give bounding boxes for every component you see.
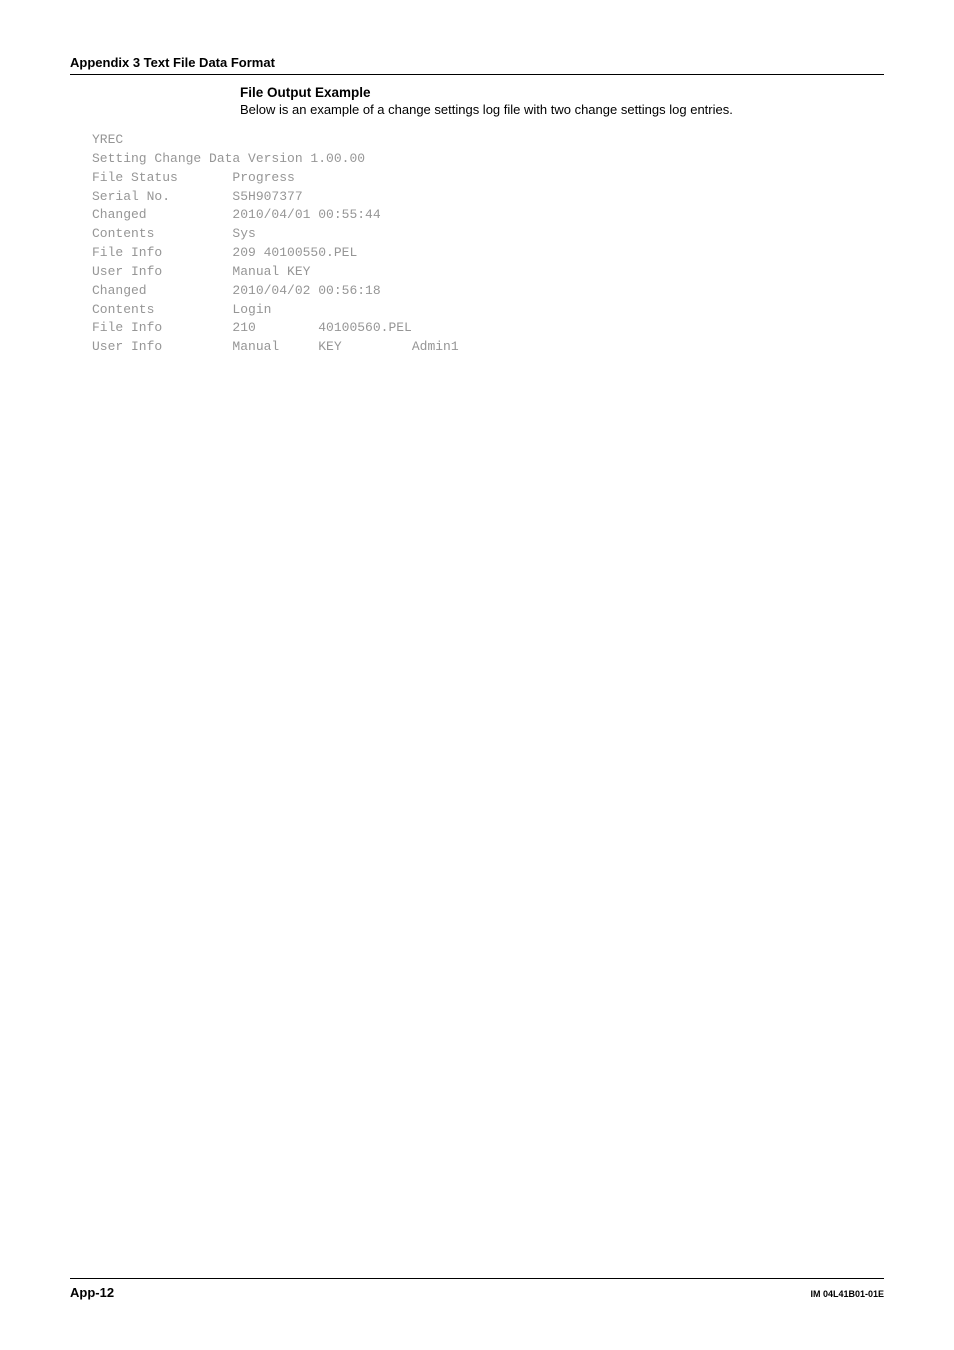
code-line: User Info Manual KEY Admin1 (92, 339, 459, 354)
page-container: Appendix 3 Text File Data Format File Ou… (0, 0, 954, 1350)
code-line: Contents Login (92, 302, 271, 317)
code-line: User Info Manual KEY (92, 264, 310, 279)
document-id: IM 04L41B01-01E (810, 1289, 884, 1299)
code-line: Serial No. S5H907377 (92, 189, 303, 204)
page-footer: App-12 IM 04L41B01-01E (70, 1278, 884, 1300)
appendix-header: Appendix 3 Text File Data Format (70, 55, 884, 75)
code-line: YREC (92, 132, 123, 147)
code-line: Changed 2010/04/01 00:55:44 (92, 207, 381, 222)
code-line: File Info 209 40100550.PEL (92, 245, 357, 260)
page-number: App-12 (70, 1285, 114, 1300)
section-subheading: File Output Example (240, 85, 884, 100)
code-line: File Status Progress (92, 170, 295, 185)
code-line: Contents Sys (92, 226, 256, 241)
section-description: Below is an example of a change settings… (240, 102, 884, 117)
code-line: Setting Change Data Version 1.00.00 (92, 151, 365, 166)
code-example-block: YREC Setting Change Data Version 1.00.00… (92, 131, 884, 357)
code-line: Changed 2010/04/02 00:56:18 (92, 283, 381, 298)
code-line: File Info 210 40100560.PEL (92, 320, 412, 335)
